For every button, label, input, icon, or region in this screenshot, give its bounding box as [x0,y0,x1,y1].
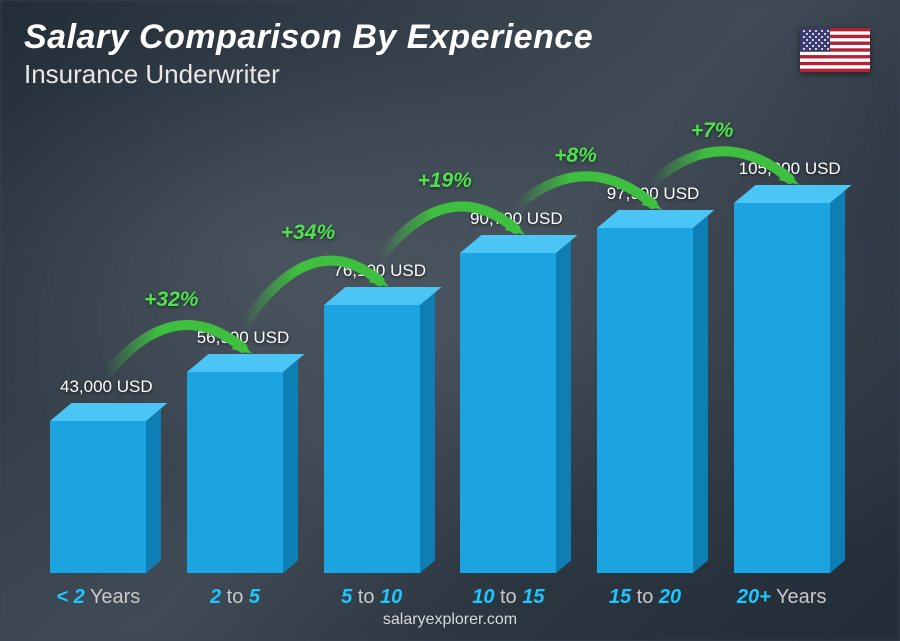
bar-category-label: 2 to 5 [210,586,260,609]
bar-chart: 43,000 USD< 2 Years56,900 USD2 to 576,10… [30,110,850,573]
growth-arc-label: +8% [554,144,597,168]
category-dim: Years [85,586,141,608]
bar-slot: 105,000 USD20+ Years [713,110,850,573]
bar-side-face [420,292,435,573]
chart-subtitle: Insurance Underwriter [24,59,593,90]
bar-value-label: 43,000 USD [26,377,186,397]
category-dim: Years [771,586,827,608]
category-highlight: 15 [609,586,631,608]
category-highlight: 10 [380,586,402,608]
infographic-container: Salary Comparison By Experience Insuranc… [0,0,900,641]
category-highlight: 2 [210,586,221,608]
bar-side-face [693,215,708,573]
bar-value-label: 90,700 USD [436,209,596,229]
bar-value-label: 97,900 USD [573,184,733,204]
bar: 56,900 USD [187,372,283,573]
bar: 105,000 USD [734,203,830,573]
category-highlight: 20 [659,586,681,608]
category-mid: to [352,586,380,608]
bar: 76,100 USD [324,305,420,573]
bar-value-label: 56,900 USD [163,328,323,348]
bar-side-face [146,408,161,573]
bar-value-label: 76,100 USD [300,261,460,281]
bar-front [187,372,283,573]
bar-side-face [830,190,845,573]
footer-attribution: salaryexplorer.com [0,611,900,629]
growth-arc-label: +19% [418,169,472,193]
growth-arc-label: +32% [144,288,198,312]
category-highlight: < 2 [56,586,84,608]
category-highlight: 5 [341,586,352,608]
chart-title: Salary Comparison By Experience [24,18,593,57]
growth-arc-label: +34% [281,221,335,245]
bar: 90,700 USD [460,253,556,573]
bar: 43,000 USD [50,421,146,573]
bar-category-label: 15 to 20 [609,586,681,609]
bar-front [50,421,146,573]
category-highlight: 10 [472,586,494,608]
header: Salary Comparison By Experience Insuranc… [24,18,593,90]
bar-front [597,228,693,573]
bar-front [324,305,420,573]
bar-category-label: 5 to 10 [341,586,402,609]
bar-value-label: 105,000 USD [710,159,870,179]
bar-front [734,203,830,573]
bar-slot: 97,900 USD15 to 20 [577,110,714,573]
growth-arc-label: +7% [691,119,734,143]
bar-category-label: < 2 Years [56,586,140,609]
category-mid: to [221,586,249,608]
bar-slot: 56,900 USD2 to 5 [167,110,304,573]
usa-flag-icon [800,28,870,72]
category-mid: to [631,586,659,608]
bar-category-label: 20+ Years [737,586,827,609]
bar-category-label: 10 to 15 [472,586,544,609]
category-highlight: 15 [522,586,544,608]
category-highlight: 20+ [737,586,771,608]
category-mid: to [494,586,522,608]
bar-slot: 43,000 USD< 2 Years [30,110,167,573]
category-highlight: 5 [249,586,260,608]
bar-side-face [556,240,571,573]
bar-side-face [283,359,298,573]
bar: 97,900 USD [597,228,693,573]
bar-front [460,253,556,573]
